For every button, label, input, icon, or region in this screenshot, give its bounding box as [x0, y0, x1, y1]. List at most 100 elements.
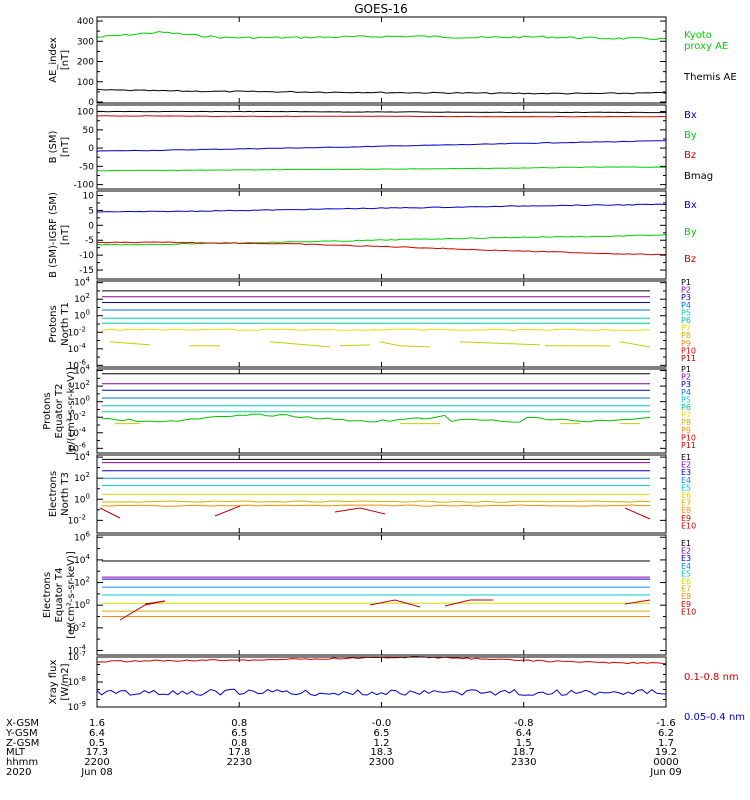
panel-4-legend-7: P8 — [681, 418, 691, 427]
panel-1-tick-label: -50 — [79, 162, 94, 172]
series-E10-segment — [624, 507, 651, 520]
series-E10-segment — [119, 600, 166, 621]
panel-5-tick-label: 102 — [74, 471, 90, 484]
panel-3-ylabel-1: North T1 — [60, 302, 71, 346]
panel-3-tick-label: 100 — [74, 309, 90, 322]
panel-1-legend-0: Bx — [684, 110, 697, 121]
ephem-cell: 17.3 — [86, 747, 108, 758]
panel-0-tick-label: 300 — [77, 37, 94, 47]
ephem-cell: 6.5 — [231, 728, 247, 739]
panel-3-legend-9: P10 — [681, 346, 696, 355]
panel-3-legend-4: P5 — [681, 308, 691, 317]
panel-6-legend-4: E5 — [681, 569, 691, 578]
panel-7-frame — [96, 656, 667, 708]
series-P8-segment — [339, 344, 371, 347]
panel-4-legend-1: P2 — [681, 373, 691, 382]
panel-2-legend-1: By — [684, 227, 697, 238]
panel-0-tick-label: 200 — [77, 58, 94, 68]
ephem-cell: 0000 — [653, 757, 678, 768]
ephem-label-z-gsm: Z-GSM — [6, 738, 39, 749]
series-P8-segment — [379, 341, 401, 347]
panel-b-sm: -100 -50 0 50 100 B (SM) [nT] Bx By Bz Bmag — [48, 104, 713, 191]
panel-5-legend-4: E5 — [681, 483, 691, 492]
panel-4-legend-0: P1 — [681, 365, 691, 374]
series-P8-segment — [269, 341, 331, 348]
panel-5-legend-1: E2 — [681, 461, 691, 470]
panel-3-legend-2: P3 — [681, 293, 691, 302]
panel-4-legend-5: P6 — [681, 403, 691, 412]
ephem-cell: 1.5 — [516, 738, 532, 749]
panel-2-ylabel-0: B (SM)-IGRF (SM) — [48, 192, 59, 278]
series-E10-segment — [99, 507, 121, 519]
series-bz-igrf — [96, 241, 667, 256]
series-P8-segment — [109, 341, 151, 346]
ephem-cell: 6.5 — [374, 728, 390, 739]
panel-0-tick-label: 400 — [77, 17, 94, 27]
panel-4-ylabel-2: [p/(cm²-s-sr-keV)] — [66, 367, 77, 455]
panel-6-legend-3: E4 — [681, 562, 691, 571]
series-P8-segment — [619, 341, 651, 348]
panel-4-frame — [96, 368, 667, 454]
panel-1-legend-2: Bz — [684, 150, 696, 161]
panel-1-tick-label: -100 — [74, 181, 95, 191]
panel-3-tick-label: 102 — [74, 292, 90, 305]
panel-3-legend-5: P6 — [681, 316, 691, 325]
panel-4-legend-3: P4 — [681, 388, 691, 397]
series-by — [96, 166, 667, 172]
ephem-cell: -0.0 — [372, 718, 392, 729]
panel-0-frame — [96, 16, 667, 104]
panel-2-tick-label: 10 — [83, 191, 95, 201]
ephem-cell: 6.4 — [516, 728, 532, 739]
ephem-label-y-gsm: Y-GSM — [5, 728, 38, 739]
plot-title: GOES-16 — [354, 2, 408, 16]
panel-1-legend-1: By — [684, 130, 697, 141]
series-bmag — [97, 110, 667, 114]
panel-6-legend-7: E8 — [681, 592, 691, 601]
panel-3-legend-3: P4 — [681, 301, 691, 310]
series-by-igrf — [96, 234, 667, 246]
ephem-cell: 17.8 — [228, 747, 250, 758]
panel-6-legend-8: E9 — [681, 600, 691, 609]
panel-4-legend-10: P11 — [681, 441, 696, 450]
panel-0-legend-1: proxy AE — [684, 41, 728, 52]
panel-b-igrf: -15 -10 -5 0 5 10 B (SM)-IGRF (SM) [nT] Bx By Bz — [48, 190, 697, 280]
panel-1-frame — [96, 104, 667, 190]
series-bx — [96, 140, 667, 152]
panel-7-legend-0: 0.1-0.8 nm — [684, 672, 739, 683]
ephem-cell: 18.3 — [370, 747, 392, 758]
panel-4-legend-9: P10 — [681, 433, 696, 442]
panel-5-legend-7: E8 — [681, 506, 691, 515]
ephem-cell: 0.8 — [231, 738, 247, 749]
ephem-cell: 18.7 — [513, 747, 535, 758]
series-E10-segment — [334, 507, 386, 515]
panel-3-ylabel-0: Protons — [48, 305, 59, 342]
ephem-cell: 2300 — [369, 757, 394, 768]
panel-6-legend-6: E7 — [681, 585, 691, 594]
panel-5-legend-6: E7 — [681, 499, 691, 508]
panel-3-legend-7: P8 — [681, 331, 691, 340]
panel-7-legend-1: 0.05-0.4 nm — [684, 712, 745, 723]
panel-1-legend-3: Bmag — [684, 171, 713, 182]
panel-2-ylabel-1: [nT] — [60, 225, 71, 245]
panel-5-legend-5: E6 — [681, 491, 691, 500]
series-P8-segment — [399, 345, 431, 348]
panel-3-legend-10: P11 — [681, 354, 696, 363]
series-E10-segment — [444, 599, 493, 607]
panel-0-ylabel-1: [nT] — [60, 50, 71, 70]
panel-2-tick-label: 5 — [88, 206, 94, 216]
panel-4-ylabel-0: Protons — [42, 392, 53, 429]
panel-2-legend-2: Bz — [684, 254, 696, 265]
series-themis-ae — [96, 88, 667, 95]
panel-6-ylabel-1: Equator T4 — [54, 568, 65, 623]
panel-5-legend-0: E1 — [681, 453, 691, 462]
ephem-cell: 6.2 — [658, 728, 674, 739]
series-P7 — [101, 413, 651, 423]
ephem-cell: Jun 09 — [649, 767, 682, 778]
panel-6-frame — [96, 534, 667, 656]
ephem-cell: 0.8 — [231, 718, 247, 729]
panel-7-ylabel-1: [W/m2] — [60, 663, 71, 700]
series-bz — [96, 115, 667, 118]
panel-3-legend-6: P7 — [681, 324, 691, 333]
